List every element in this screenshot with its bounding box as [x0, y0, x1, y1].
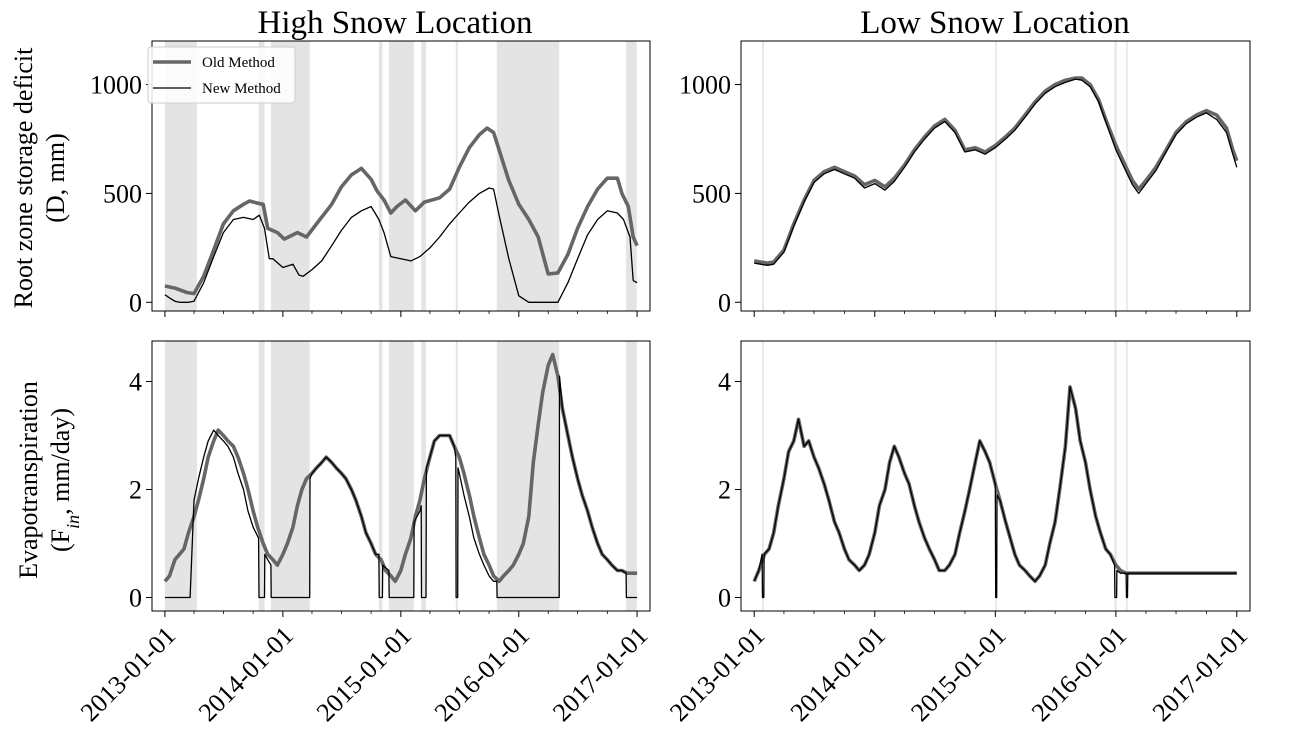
ylabel-bottom-prefix: (F — [46, 529, 75, 552]
xtick-label-high-snow-et-1: 2014-01-01 — [193, 621, 299, 727]
ylabel-bottom-line1: Evapotranspiration — [14, 381, 43, 579]
ytick-label-high-snow-deficit-1: 500 — [103, 179, 142, 208]
ylabel-top-line1: Root zone storage deficit — [9, 47, 38, 308]
panel-low-snow-et: 0 2 4 2013-01-01 2014-01-01 2015-01-01 2016-01… — [664, 340, 1253, 727]
ytick-label-low-snow-deficit-1: 500 — [692, 179, 731, 208]
plot-area-high-snow-et — [163, 341, 638, 611]
xtick-label-high-snow-et-0: 2013-01-01 — [75, 621, 181, 727]
snow-period-low-snow-et-1 — [995, 341, 997, 611]
legend: Old Method New Method — [147, 46, 296, 104]
ylabel-top-line2: (D, mm) — [41, 133, 70, 223]
ytick-label-high-snow-et-0: 0 — [129, 584, 142, 613]
xtick-label-low-snow-et-4: 2017-01-01 — [1147, 621, 1253, 727]
ytick-label-low-snow-et-1: 2 — [718, 476, 731, 505]
ytick-label-low-snow-deficit-2: 1000 — [679, 71, 731, 100]
legend-label-old: Old Method — [202, 55, 275, 71]
series-old-method-low-snow-deficit — [753, 76, 1239, 265]
snow-period-low-snow-et-2 — [1114, 341, 1117, 611]
ytick-label-high-snow-deficit-0: 0 — [129, 288, 142, 317]
title-low-snow: Low Snow Location — [860, 5, 1129, 41]
plot-area-low-snow-et — [752, 341, 1237, 611]
plot-area-low-snow-deficit — [753, 41, 1239, 311]
ytick-label-low-snow-et-0: 0 — [718, 584, 731, 613]
ylabel-top: Root zone storage deficit (D, mm) — [9, 47, 70, 308]
series-old-method-high-snow-et — [163, 352, 638, 584]
ylabel-bottom-suffix: , mm/day) — [46, 408, 75, 515]
snow-period-low-snow-deficit-2 — [1114, 41, 1117, 311]
ylabel-bottom-line2: (Fin, mm/day) — [46, 408, 83, 552]
panel-high-snow-deficit: 0 500 1000 — [90, 40, 651, 317]
snow-period-low-snow-et-3 — [1126, 341, 1128, 611]
snow-period-low-snow-deficit-1 — [995, 41, 997, 311]
xtick-label-low-snow-et-1: 2014-01-01 — [785, 621, 891, 727]
snow-period-high-snow-et-1 — [258, 341, 265, 611]
series-new-method-low-snow-deficit — [754, 78, 1238, 266]
ytick-label-high-snow-deficit-2: 1000 — [90, 71, 142, 100]
snow-period-high-snow-deficit-5 — [421, 41, 427, 311]
ytick-label-high-snow-et-2: 4 — [129, 368, 142, 397]
xtick-label-high-snow-et-2: 2015-01-01 — [311, 621, 417, 727]
xtick-label-low-snow-et-0: 2013-01-01 — [664, 621, 770, 727]
snow-period-high-snow-deficit-3 — [378, 41, 383, 311]
panel-low-snow-deficit: 0 500 1000 — [679, 40, 1251, 317]
ytick-label-low-snow-et-2: 4 — [718, 368, 731, 397]
snow-period-low-snow-et-0 — [762, 341, 764, 611]
snow-period-high-snow-et-6 — [455, 341, 458, 611]
snow-period-high-snow-deficit-1 — [258, 41, 265, 311]
snow-period-high-snow-et-8 — [626, 341, 637, 611]
xtick-label-high-snow-et-3: 2016-01-01 — [429, 621, 535, 727]
series-old-method-high-snow-deficit — [164, 126, 639, 296]
title-high-snow: High Snow Location — [258, 5, 533, 41]
series-new-method-high-snow-deficit — [164, 187, 638, 303]
ylabel-bottom-subscript: in — [63, 515, 83, 529]
series-new-method-low-snow-et — [753, 386, 1237, 599]
snow-period-high-snow-deficit-8 — [626, 41, 637, 311]
snow-period-high-snow-et-2 — [270, 341, 310, 611]
legend-label-new: New Method — [202, 81, 281, 97]
snow-period-low-snow-deficit-0 — [762, 41, 764, 311]
ylabel-bottom: Evapotranspiration (Fin, mm/day) — [14, 381, 83, 579]
panel-high-snow-et: 0 2 4 2013-01-01 2014-01-01 2015-01-01 2016-01… — [75, 340, 653, 727]
ytick-label-high-snow-et-1: 2 — [129, 476, 142, 505]
series-new-method-high-snow-et — [164, 375, 638, 599]
xtick-label-low-snow-et-3: 2016-01-01 — [1026, 621, 1132, 727]
snow-period-high-snow-deficit-4 — [388, 41, 414, 311]
snow-period-high-snow-et-7 — [496, 341, 560, 611]
snow-period-low-snow-deficit-3 — [1126, 41, 1128, 311]
snow-period-high-snow-et-3 — [378, 341, 383, 611]
xtick-label-high-snow-et-4: 2017-01-01 — [547, 621, 653, 727]
ytick-label-low-snow-deficit-0: 0 — [718, 288, 731, 317]
xtick-label-low-snow-et-2: 2015-01-01 — [905, 621, 1011, 727]
